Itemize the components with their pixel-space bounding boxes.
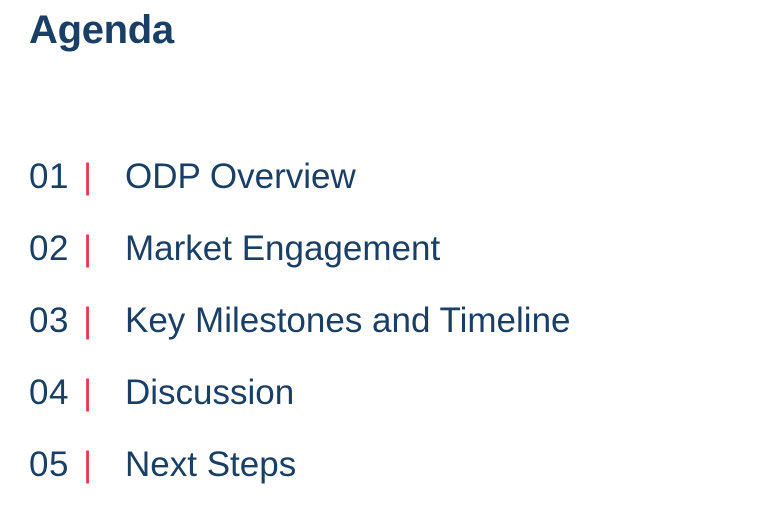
agenda-separator: | xyxy=(83,445,93,484)
agenda-item-number: 02 xyxy=(29,229,69,268)
agenda-item-label: Discussion xyxy=(125,373,295,412)
agenda-item-next-steps: 05 | Next Steps xyxy=(29,443,571,511)
agenda-item-label: ODP Overview xyxy=(125,157,356,196)
agenda-item-number: 01 xyxy=(29,157,69,196)
agenda-item-number: 05 xyxy=(29,445,69,484)
agenda-item-number: 04 xyxy=(29,373,69,412)
agenda-separator: | xyxy=(83,301,93,340)
agenda-item-market-engagement: 02 | Market Engagement xyxy=(29,227,571,299)
agenda-item-label: Next Steps xyxy=(125,445,297,484)
agenda-separator: | xyxy=(83,373,93,412)
agenda-item-discussion: 04 | Discussion xyxy=(29,371,571,443)
agenda-item-label: Market Engagement xyxy=(125,229,441,268)
agenda-separator: | xyxy=(83,229,93,268)
agenda-item-number: 03 xyxy=(29,301,69,340)
agenda-separator: | xyxy=(83,157,93,196)
page-title: Agenda xyxy=(29,8,174,52)
agenda-item-odp-overview: 01 | ODP Overview xyxy=(29,155,571,227)
agenda-item-label: Key Milestones and Timeline xyxy=(125,301,571,340)
agenda-item-key-milestones: 03 | Key Milestones and Timeline xyxy=(29,299,571,371)
agenda-list: 01 | ODP Overview 02 | Market Engagement… xyxy=(29,155,571,511)
